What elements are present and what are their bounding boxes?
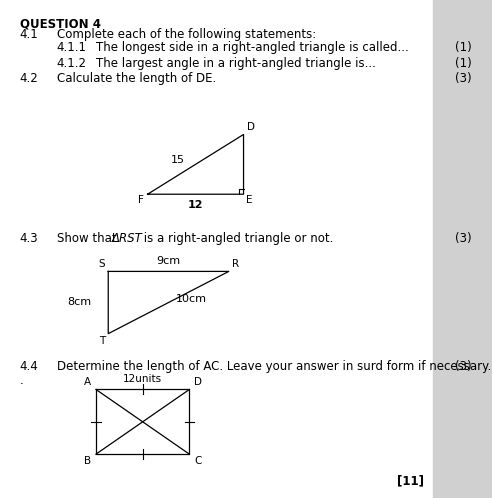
Text: R: R [232,259,239,269]
Text: S: S [99,259,105,269]
Text: Show that: Show that [57,232,120,245]
Text: 4.2: 4.2 [20,72,38,85]
Text: (3): (3) [455,360,472,373]
Text: (1): (1) [455,41,472,54]
Text: Calculate the length of DE.: Calculate the length of DE. [57,72,216,85]
Text: A: A [84,377,91,387]
Text: ΔRST: ΔRST [112,232,143,245]
Text: .: . [20,374,24,387]
Text: [11]: [11] [397,474,424,487]
Text: (3): (3) [455,72,472,85]
Text: T: T [99,336,105,346]
Text: 12units: 12units [123,374,162,384]
Text: F: F [138,195,144,205]
Text: Complete each of the following statements:: Complete each of the following statement… [57,28,316,41]
Text: QUESTION 4: QUESTION 4 [20,17,101,30]
Text: D: D [247,123,255,132]
Text: D: D [194,377,202,387]
Text: is a right-angled triangle or not.: is a right-angled triangle or not. [140,232,334,245]
Text: C: C [194,456,202,466]
Text: 4.1: 4.1 [20,28,38,41]
Text: The largest angle in a right-angled triangle is...: The largest angle in a right-angled tria… [96,57,376,70]
Text: 4.1.2: 4.1.2 [57,57,87,70]
Text: Determine the length of AC. Leave your answer in surd form if necessary.: Determine the length of AC. Leave your a… [57,360,491,373]
Text: 9cm: 9cm [156,256,181,266]
Text: (1): (1) [455,57,472,70]
Text: E: E [246,195,253,205]
Text: 15: 15 [171,155,184,165]
Text: 4.3: 4.3 [20,232,38,245]
Text: 8cm: 8cm [67,297,91,307]
Text: 10cm: 10cm [176,294,207,304]
Text: 12: 12 [187,200,203,210]
Text: B: B [84,456,91,466]
Text: 4.1.1: 4.1.1 [57,41,87,54]
Text: (3): (3) [455,232,472,245]
Bar [433,0,492,498]
Text: The longest side in a right-angled triangle is called...: The longest side in a right-angled trian… [96,41,409,54]
Text: 4.4: 4.4 [20,360,38,373]
